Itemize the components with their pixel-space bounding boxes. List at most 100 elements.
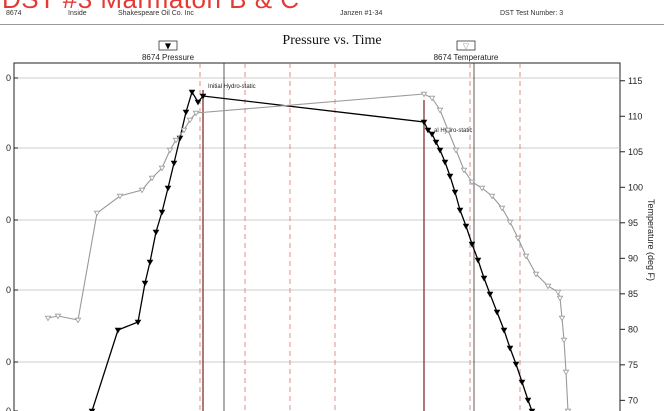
data-point-pressure-25 [474, 257, 482, 264]
data-point-temperature-10 [180, 127, 188, 134]
data-point-pressure-14 [420, 119, 428, 126]
data-point-pressure-4 [146, 259, 154, 266]
data-point-pressure-19 [441, 159, 449, 166]
header-divider [0, 24, 664, 25]
plot-frame [13, 62, 621, 411]
meta-field-id: 8674 [6, 10, 22, 17]
data-point-temperature-6 [148, 175, 156, 182]
meta-well: Janzen #1-34 [340, 10, 383, 17]
data-point-temperature-20 [478, 185, 486, 192]
left-axis-tick-label-0: 0 [6, 73, 11, 83]
data-point-temperature-23 [506, 219, 514, 226]
data-point-pressure-15 [424, 127, 432, 134]
data-point-pressure-23 [462, 223, 470, 230]
data-point-temperature-26 [532, 271, 540, 278]
data-point-temperature-7 [158, 165, 166, 172]
data-point-pressure-21 [451, 189, 459, 196]
data-point-pressure-16 [428, 131, 436, 138]
data-point-temperature-12 [192, 110, 200, 117]
data-point-pressure-7 [164, 185, 172, 192]
left-axis-tick-label-2: 0 [6, 215, 11, 225]
data-point-pressure-13 [199, 93, 207, 100]
data-point-pressure-20 [446, 173, 454, 180]
data-point-temperature-19 [468, 179, 476, 186]
data-point-pressure-17 [432, 139, 440, 146]
legend-symbol-pressure: ▼ [165, 42, 172, 51]
meta-inside: Inside [68, 10, 87, 17]
report-title: DST #3 Marmaton B & C [2, 0, 300, 15]
data-point-temperature-0 [44, 315, 52, 322]
left-axis-tick-label-1: 0 [6, 143, 11, 153]
right-axis-tick-label-3: 100 [628, 182, 643, 192]
data-point-pressure-30 [506, 345, 514, 352]
series-temperature [44, 91, 572, 411]
data-point-pressure-26 [480, 275, 488, 282]
legend-symbol-temperature: ▽ [463, 42, 470, 51]
data-point-temperature-31 [560, 337, 568, 344]
right-axis-tick-label-5: 90 [628, 253, 638, 263]
data-point-temperature-11 [186, 117, 194, 124]
data-point-pressure-31 [512, 361, 520, 368]
data-point-temperature-16 [444, 127, 452, 134]
data-point-temperature-28 [554, 289, 562, 296]
data-point-pressure-8 [170, 160, 178, 167]
data-point-temperature-21 [488, 193, 496, 200]
data-point-pressure-10 [182, 109, 190, 116]
data-point-temperature-8 [166, 147, 174, 154]
left-axis-tick-label-3: 0 [6, 285, 11, 295]
data-point-pressure-24 [468, 241, 476, 248]
data-point-temperature-14 [428, 95, 436, 102]
data-point-pressure-6 [158, 209, 166, 216]
right-axis-tick-label-1: 110 [628, 111, 642, 121]
legend-label-temperature: 8674 Temperature [434, 53, 499, 62]
data-point-pressure-1 [114, 327, 122, 334]
right-axis-tick-label-2: 105 [628, 147, 643, 157]
data-point-temperature-27 [544, 283, 552, 290]
data-point-pressure-32 [518, 379, 526, 386]
data-point-temperature-3 [93, 210, 101, 217]
right-axis-tick-label-0: 115 [628, 76, 642, 86]
data-point-temperature-13 [420, 91, 428, 98]
right-axis-tick-label-4: 95 [628, 218, 638, 228]
left-axis-tick-label-4: 0 [6, 357, 11, 367]
data-point-pressure-2 [134, 319, 142, 326]
data-point-temperature-17 [452, 147, 460, 154]
legend-label-pressure: 8674 Pressure [142, 53, 195, 62]
legend-box-pressure [158, 40, 178, 51]
meta-test-number: DST Test Number: 3 [500, 10, 564, 17]
meta-company: Shakespeare Oil Co. Inc [118, 10, 194, 17]
data-point-temperature-22 [498, 205, 506, 212]
series-pressure [88, 89, 536, 411]
right-axis-tick-label-9: 70 [628, 395, 638, 405]
data-point-temperature-29 [556, 295, 564, 302]
annotation-0: Initial Hydro-static [208, 84, 256, 90]
chart-title: Pressure vs. Time [282, 33, 382, 48]
data-point-pressure-3 [141, 280, 149, 287]
left-axis-tick-label-5: 0 [6, 406, 11, 411]
data-point-pressure-22 [456, 207, 464, 214]
data-point-temperature-9 [172, 137, 180, 144]
data-point-pressure-33 [524, 397, 532, 404]
data-point-pressure-27 [486, 291, 494, 298]
data-point-pressure-18 [436, 147, 444, 154]
data-point-temperature-5 [138, 187, 146, 194]
series-line-pressure [91, 90, 533, 411]
series-line-temperature [47, 93, 569, 411]
data-point-pressure-5 [152, 229, 160, 236]
data-point-pressure-12 [194, 99, 202, 106]
data-point-pressure-28 [493, 309, 501, 316]
right-axis-tick-label-8: 75 [628, 360, 638, 370]
legend-box-temperature [456, 40, 476, 51]
data-point-temperature-15 [436, 107, 444, 114]
data-point-temperature-4 [116, 193, 124, 200]
data-point-temperature-32 [562, 369, 570, 376]
data-point-temperature-18 [460, 167, 468, 174]
annotation-1: al Hydro-static [434, 128, 472, 134]
data-point-temperature-2 [74, 317, 82, 324]
data-point-pressure-11 [188, 89, 196, 96]
data-point-temperature-30 [558, 315, 566, 322]
right-axis-tick-label-6: 85 [628, 289, 638, 299]
right-axis-label: Temperature (deg F) [646, 199, 656, 281]
right-axis-tick-label-7: 80 [628, 324, 638, 334]
